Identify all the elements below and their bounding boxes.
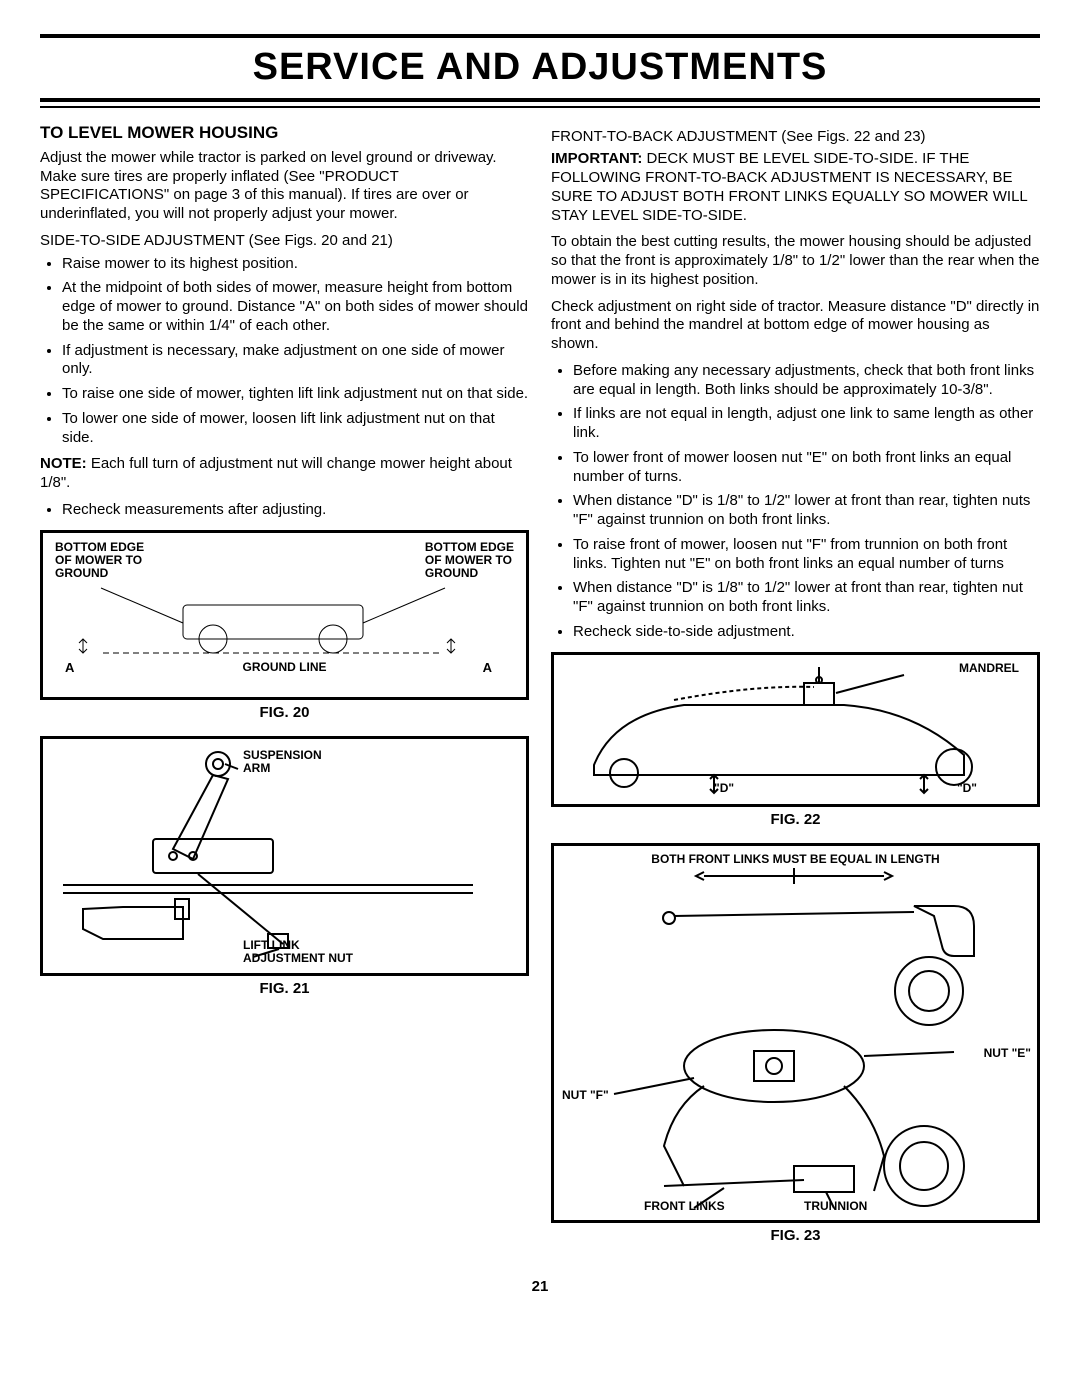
- figure-23-box: BOTH FRONT LINKS MUST BE EQUAL IN LENGTH: [551, 843, 1040, 1223]
- figure-20-box: BOTTOM EDGE OF MOWER TO GROUND BOTTOM ED…: [40, 530, 529, 700]
- right-column: FRONT-TO-BACK ADJUSTMENT (See Figs. 22 a…: [551, 122, 1040, 1261]
- side-to-side-heading: SIDE-TO-SIDE ADJUSTMENT (See Figs. 20 an…: [40, 232, 529, 251]
- recheck-list: Recheck measurements after adjusting.: [62, 501, 529, 520]
- fig23-nut-e-label: NUT "E": [984, 1046, 1031, 1061]
- figure-21-box: SUSPENSION ARM LIFT LINK ADJUSTMENT NUT: [40, 736, 529, 976]
- list-item: If links are not equal in length, adjust…: [573, 405, 1040, 443]
- page-title: SERVICE AND ADJUSTMENTS: [40, 44, 1040, 92]
- figure-22-box: MANDREL: [551, 652, 1040, 807]
- front-bullet-list: Before making any necessary adjustments,…: [573, 362, 1040, 642]
- intro-paragraph: Adjust the mower while tractor is parked…: [40, 149, 529, 224]
- note-text: Each full turn of adjustment nut will ch…: [40, 455, 512, 491]
- mid-rule-2: [40, 106, 1040, 108]
- list-item: To raise one side of mower, tighten lift…: [62, 385, 529, 404]
- list-item: Before making any necessary adjustments,…: [573, 362, 1040, 400]
- list-item: At the midpoint of both sides of mower, …: [62, 279, 529, 335]
- fig22-caption: FIG. 22: [551, 811, 1040, 830]
- important-paragraph: IMPORTANT: DECK MUST BE LEVEL SIDE-TO-SI…: [551, 150, 1040, 225]
- left-column: TO LEVEL MOWER HOUSING Adjust the mower …: [40, 122, 529, 1261]
- side-bullet-list: Raise mower to its highest position. At …: [62, 255, 529, 448]
- fig23-trunnion-label: TRUNNION: [804, 1199, 867, 1214]
- list-item: To lower front of mower loosen nut "E" o…: [573, 449, 1040, 487]
- list-item: When distance "D" is 1/8" to 1/2" lower …: [573, 579, 1040, 617]
- note-paragraph: NOTE: Each full turn of adjustment nut w…: [40, 455, 529, 493]
- fig23-nut-f-label: NUT "F": [562, 1088, 609, 1103]
- front-back-heading: FRONT-TO-BACK ADJUSTMENT (See Figs. 22 a…: [551, 128, 1040, 147]
- mid-rule-1: [40, 98, 1040, 102]
- list-item: Raise mower to its highest position.: [62, 255, 529, 274]
- fig20-diagram: [43, 533, 503, 703]
- fig22-d-rear: "D": [957, 781, 977, 796]
- two-column-layout: TO LEVEL MOWER HOUSING Adjust the mower …: [40, 122, 1040, 1261]
- level-heading: TO LEVEL MOWER HOUSING: [40, 122, 529, 143]
- fig22-diagram: [554, 655, 1014, 810]
- list-item: If adjustment is necessary, make adjustm…: [62, 342, 529, 380]
- fig22-d-front: "D": [714, 781, 734, 796]
- front-para-2: Check adjustment on right side of tracto…: [551, 298, 1040, 354]
- fig20-groundline: GROUND LINE: [243, 660, 327, 675]
- list-item: When distance "D" is 1/8" to 1/2" lower …: [573, 492, 1040, 530]
- fig23-caption: FIG. 23: [551, 1227, 1040, 1246]
- list-item: Recheck measurements after adjusting.: [62, 501, 529, 520]
- fig21-caption: FIG. 21: [40, 980, 529, 999]
- fig20-caption: FIG. 20: [40, 704, 529, 723]
- fig23-diagram: [554, 846, 1014, 1226]
- fig20-a-left: A: [65, 660, 74, 676]
- list-item: Recheck side-to-side adjustment.: [573, 623, 1040, 642]
- note-label: NOTE:: [40, 455, 87, 472]
- list-item: To lower one side of mower, loosen lift …: [62, 410, 529, 448]
- top-rule: [40, 34, 1040, 38]
- fig23-frontlinks-label: FRONT LINKS: [644, 1199, 725, 1214]
- fig20-a-right: A: [483, 660, 492, 676]
- front-para-1: To obtain the best cutting results, the …: [551, 233, 1040, 289]
- list-item: To raise front of mower, loosen nut "F" …: [573, 536, 1040, 574]
- fig21-diagram: [43, 739, 503, 979]
- important-label: IMPORTANT:: [551, 150, 642, 167]
- page-number: 21: [40, 1278, 1040, 1297]
